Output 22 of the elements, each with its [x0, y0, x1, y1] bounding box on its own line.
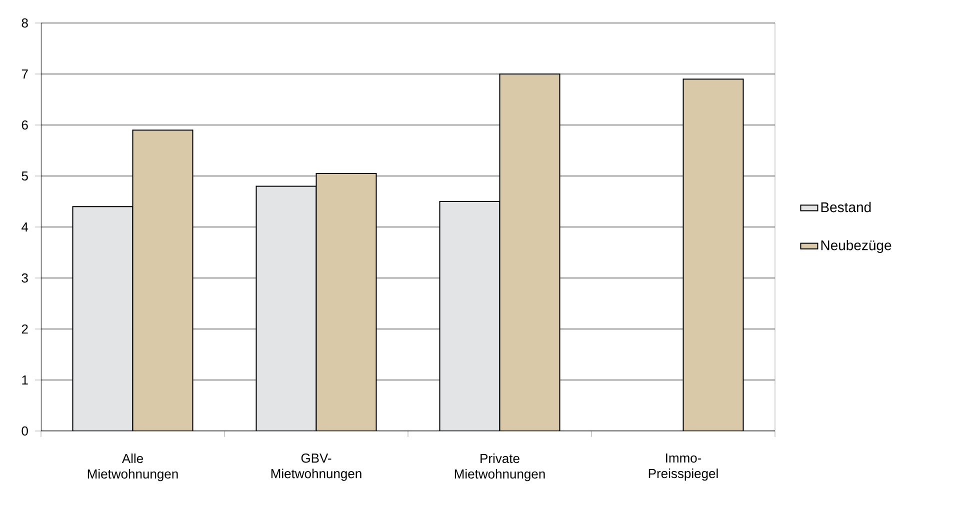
- x-tick-label: Immo-Preisspiegel: [648, 454, 718, 481]
- y-tick-label: 4: [22, 222, 28, 232]
- bar: [682, 78, 744, 431]
- legend-label: Bestand: [821, 202, 871, 212]
- y-tick-label: 3: [22, 273, 28, 283]
- bar: [72, 206, 134, 431]
- x-tick-label: Private Mietwohnungen: [454, 454, 545, 482]
- y-tick-label: 0: [22, 426, 28, 436]
- bar: [499, 74, 560, 431]
- x-tick-label: Alle Mietwohnungen: [88, 454, 178, 482]
- y-tick-label: 8: [22, 18, 28, 28]
- bar: [256, 186, 317, 431]
- y-tick-label: 7: [22, 70, 28, 78]
- bar: [316, 172, 377, 431]
- y-tick-label: 5: [22, 171, 28, 181]
- y-tick-label: 2: [22, 324, 28, 334]
- y-tick-label: 6: [22, 120, 28, 130]
- y-tick-label: 1: [22, 376, 28, 384]
- legend-label: Neubezüge: [821, 240, 892, 254]
- x-tick-label: GBV-Mietwohnungen: [271, 454, 362, 481]
- bar: [132, 130, 194, 431]
- bar: [439, 201, 500, 431]
